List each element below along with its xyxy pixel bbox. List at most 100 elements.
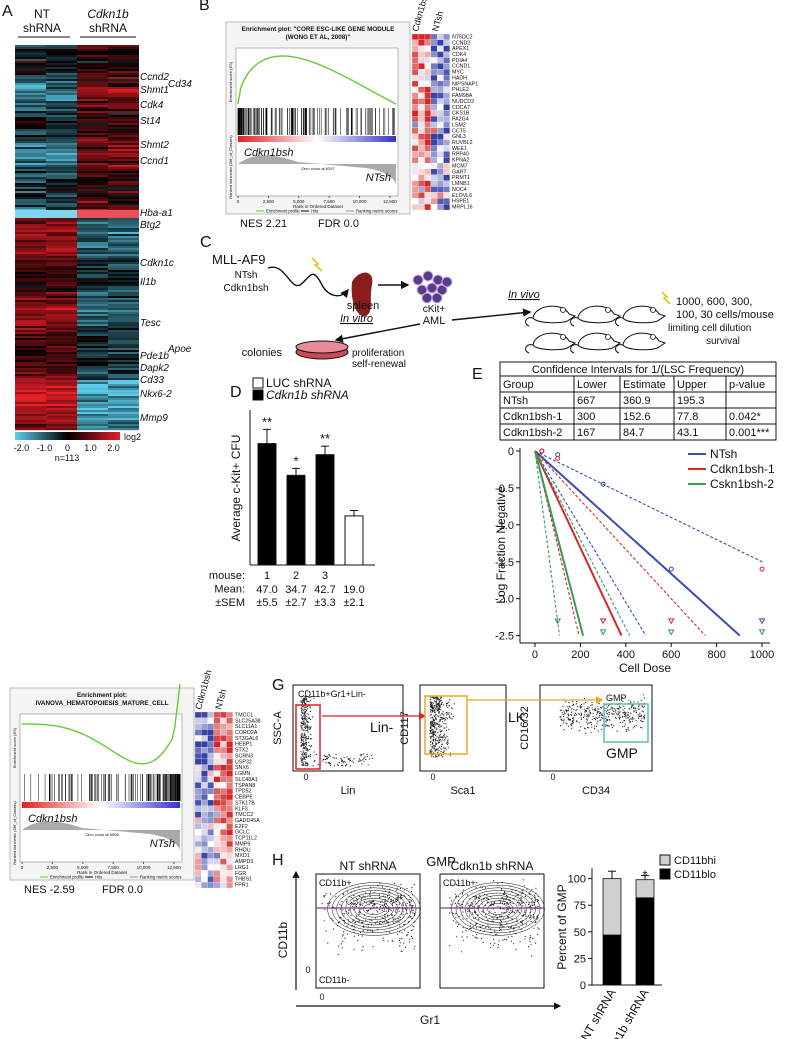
heatmap-cell: [411, 57, 419, 64]
heatmap-cell: [213, 811, 221, 818]
heatmap-cell: [424, 198, 432, 205]
heatmap-cell: [220, 882, 227, 889]
heatmap-cell: [46, 390, 77, 393]
heatmap-cell: [77, 356, 108, 359]
event: [342, 893, 344, 895]
event: [447, 706, 449, 708]
heatmap-cell: [108, 416, 139, 419]
heatmap-cell: [201, 846, 208, 853]
heatmap-cell: [46, 238, 77, 241]
heatmap-cell: [77, 115, 108, 118]
event: [588, 722, 590, 724]
event: [601, 714, 603, 717]
event: [438, 740, 440, 742]
heatmap-cell: [46, 149, 77, 152]
heatmap-cell: [443, 116, 450, 123]
event: [586, 708, 588, 710]
event: [302, 740, 305, 742]
heatmap-cell: [46, 199, 77, 202]
heatmap-cell: [108, 77, 139, 80]
heatmap-cell: [226, 864, 233, 871]
event: [525, 901, 527, 904]
event: [401, 932, 403, 934]
event: [410, 891, 413, 893]
heatmap-cell: [15, 340, 46, 343]
heatmap-cell: [77, 51, 108, 54]
event: [302, 719, 304, 721]
event: [576, 706, 579, 708]
event: [504, 893, 506, 895]
event: [450, 900, 452, 902]
table-cell: 360.9: [623, 395, 651, 407]
heatmap-cell: [220, 846, 227, 853]
event: [562, 720, 565, 722]
heatmap-cell: [108, 272, 139, 275]
event: [431, 723, 433, 725]
event: [623, 715, 625, 718]
event: [360, 754, 362, 756]
event: [625, 717, 627, 719]
event: [438, 746, 441, 748]
heatmap-cell: [15, 426, 46, 429]
heatmap-cell: [46, 157, 77, 160]
event: [399, 931, 401, 933]
event: [445, 747, 447, 749]
heatmap-cell: [46, 201, 77, 204]
heatmap-cell: [108, 53, 139, 56]
event: [469, 928, 471, 930]
rank-bar: [22, 802, 180, 808]
heatmap-cell: [226, 835, 233, 842]
event: [641, 718, 643, 720]
event: [362, 758, 364, 760]
event: [462, 889, 464, 891]
heatmap-cell: [108, 55, 139, 58]
event: [371, 920, 373, 922]
heatmap-cell: [77, 187, 108, 190]
event: [431, 711, 433, 713]
heatmap-cell: [430, 74, 438, 82]
heatmap-cell: [220, 723, 227, 730]
legend-label: Hits: [311, 209, 318, 214]
event: [409, 909, 411, 911]
heatmap-cell: [108, 328, 139, 331]
label: NTsh: [235, 270, 258, 281]
heatmap-cell: [77, 242, 108, 245]
heatmap-cell: [46, 210, 77, 218]
event: [474, 936, 476, 938]
event: [302, 763, 304, 766]
event: [383, 901, 385, 903]
event: [531, 909, 533, 911]
event: [437, 740, 439, 742]
event: [309, 755, 311, 758]
table-cell: 0.042*: [729, 411, 762, 423]
heatmap-cell: [46, 384, 77, 387]
event: [529, 941, 531, 943]
heatmap-cell: [443, 127, 450, 134]
event: [438, 699, 441, 701]
heatmap-cell: [77, 153, 108, 156]
event: [388, 896, 391, 899]
event: [307, 741, 310, 743]
heatmap-cell: [411, 204, 419, 211]
ci-line: [534, 450, 763, 563]
heatmap-cell: [108, 187, 139, 190]
heatmap-cell: [207, 811, 215, 818]
heatmap-cell: [15, 372, 46, 375]
event: [513, 912, 516, 914]
heatmap-cell: [46, 123, 77, 126]
heatmap-cell: [77, 240, 108, 243]
heatmap-cell: [77, 91, 108, 94]
event: [442, 752, 444, 754]
point: [555, 455, 561, 461]
heatmap-cell: [194, 752, 202, 760]
heatmap-cell: [424, 127, 432, 134]
x-tick-label: 200: [571, 649, 589, 661]
event: [474, 910, 476, 913]
event: [624, 711, 626, 713]
heatmap-cell: [213, 735, 221, 742]
event: [591, 718, 593, 720]
heatmap-cell: [46, 254, 77, 257]
heatmap-cell: [46, 252, 77, 255]
event: [601, 729, 603, 731]
event: [575, 714, 578, 716]
